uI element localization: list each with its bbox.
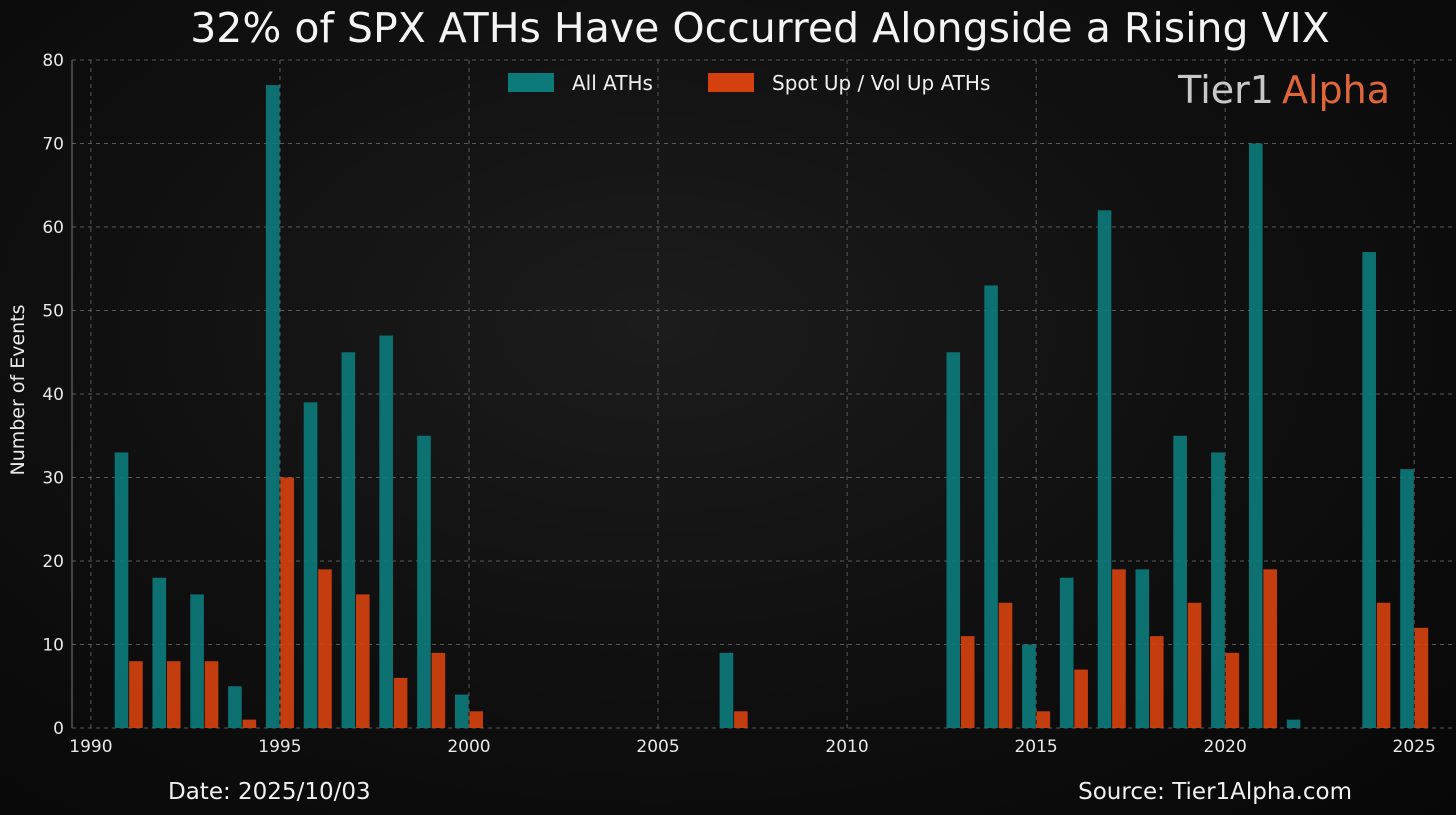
bar-all-aths bbox=[190, 594, 204, 728]
bar-spot-up-vol-up bbox=[242, 719, 257, 728]
bar-spot-up-vol-up bbox=[204, 661, 219, 728]
bar-all-aths bbox=[379, 335, 393, 728]
x-tick-label: 2005 bbox=[636, 737, 679, 757]
bar-all-aths bbox=[1400, 469, 1414, 728]
bar-spot-up-vol-up bbox=[1263, 569, 1277, 728]
bar-spot-up-vol-up bbox=[1036, 711, 1051, 728]
y-tick-label: 50 bbox=[42, 302, 64, 322]
bar-spot-up-vol-up bbox=[998, 602, 1013, 728]
bar-spot-up-vol-up bbox=[166, 661, 181, 728]
legend-label: Spot Up / Vol Up ATHs bbox=[772, 71, 990, 95]
bar-all-aths bbox=[1097, 210, 1112, 729]
bar-spot-up-vol-up bbox=[734, 711, 748, 728]
bar-spot-up-vol-up bbox=[469, 711, 484, 728]
bar-all-aths bbox=[1211, 452, 1225, 728]
legend-swatch bbox=[508, 73, 554, 92]
svg-text:Tier1Alpha: Tier1 Alpha bbox=[1177, 68, 1390, 112]
bar-spot-up-vol-up bbox=[1225, 652, 1240, 728]
bar-spot-up-vol-up bbox=[393, 677, 408, 728]
bar-spot-up-vol-up bbox=[129, 661, 143, 728]
x-tick-label: 2025 bbox=[1393, 737, 1436, 757]
bar-all-aths bbox=[984, 285, 998, 728]
legend-label: All ATHs bbox=[572, 71, 653, 95]
bar-all-aths bbox=[152, 577, 167, 728]
x-tick-label: 2010 bbox=[825, 737, 868, 757]
bar-all-aths bbox=[265, 85, 280, 729]
bars bbox=[114, 85, 1429, 729]
logo-part-2: Alpha bbox=[1282, 68, 1390, 112]
chart-title: 32% of SPX ATHs Have Occurred Alongside … bbox=[190, 4, 1330, 52]
bar-spot-up-vol-up bbox=[1414, 627, 1429, 728]
y-tick-label: 0 bbox=[53, 719, 64, 739]
y-axis-label: Number of Events bbox=[7, 304, 29, 475]
bar-all-aths bbox=[719, 652, 734, 728]
bar-all-aths bbox=[341, 352, 356, 728]
bar-all-aths bbox=[228, 686, 242, 728]
y-tick-label: 30 bbox=[42, 469, 64, 489]
bar-spot-up-vol-up bbox=[1187, 602, 1202, 728]
bar-all-aths bbox=[303, 402, 318, 728]
bar-all-aths bbox=[1059, 577, 1074, 728]
bar-spot-up-vol-up bbox=[1149, 636, 1164, 728]
tier1alpha-logo: Tier1 Alpha bbox=[1177, 68, 1390, 112]
bar-all-aths bbox=[1022, 644, 1036, 728]
legend-swatch bbox=[708, 73, 754, 92]
bar-all-aths bbox=[417, 435, 431, 728]
x-tick-label: 1990 bbox=[69, 737, 112, 757]
bar-spot-up-vol-up bbox=[280, 477, 294, 728]
bar-spot-up-vol-up bbox=[431, 652, 446, 728]
y-tick-label: 10 bbox=[42, 636, 64, 656]
bar-spot-up-vol-up bbox=[1112, 569, 1126, 728]
bar-all-aths bbox=[454, 694, 469, 728]
y-tick-label: 70 bbox=[42, 135, 64, 155]
bar-spot-up-vol-up bbox=[960, 636, 975, 728]
bar-all-aths bbox=[1135, 569, 1150, 728]
bar-all-aths bbox=[946, 352, 961, 728]
footer-date: Date: 2025/10/03 bbox=[168, 779, 371, 805]
bar-all-aths bbox=[1173, 435, 1187, 728]
legend: All ATHs Spot Up / Vol Up ATHs bbox=[508, 71, 990, 95]
bar-all-aths bbox=[1286, 719, 1301, 728]
y-tick-label: 20 bbox=[42, 552, 64, 572]
y-tick-label: 80 bbox=[42, 51, 64, 71]
bar-all-aths bbox=[114, 452, 129, 728]
grid bbox=[72, 59, 1452, 729]
bar-spot-up-vol-up bbox=[318, 569, 332, 728]
x-tick-label: 1995 bbox=[258, 737, 301, 757]
x-tick-label: 2015 bbox=[1014, 737, 1057, 757]
footer-source: Source: Tier1Alpha.com bbox=[1078, 779, 1352, 805]
x-tick-label: 2000 bbox=[447, 737, 490, 757]
axes: 0 10 20 30 40 50 60 70 80 1990 1995 2000 2005 2010 201… bbox=[42, 51, 1435, 757]
y-tick-label: 60 bbox=[42, 218, 64, 238]
bar-spot-up-vol-up bbox=[1376, 602, 1391, 728]
x-tick-label: 2020 bbox=[1204, 737, 1247, 757]
y-tick-label: 40 bbox=[42, 385, 64, 405]
logo-part-1: Tier1 bbox=[1177, 68, 1274, 112]
bar-spot-up-vol-up bbox=[1074, 669, 1088, 728]
bar-spot-up-vol-up bbox=[355, 594, 370, 728]
bar-all-aths bbox=[1362, 252, 1376, 729]
bar-all-aths bbox=[1248, 143, 1263, 728]
